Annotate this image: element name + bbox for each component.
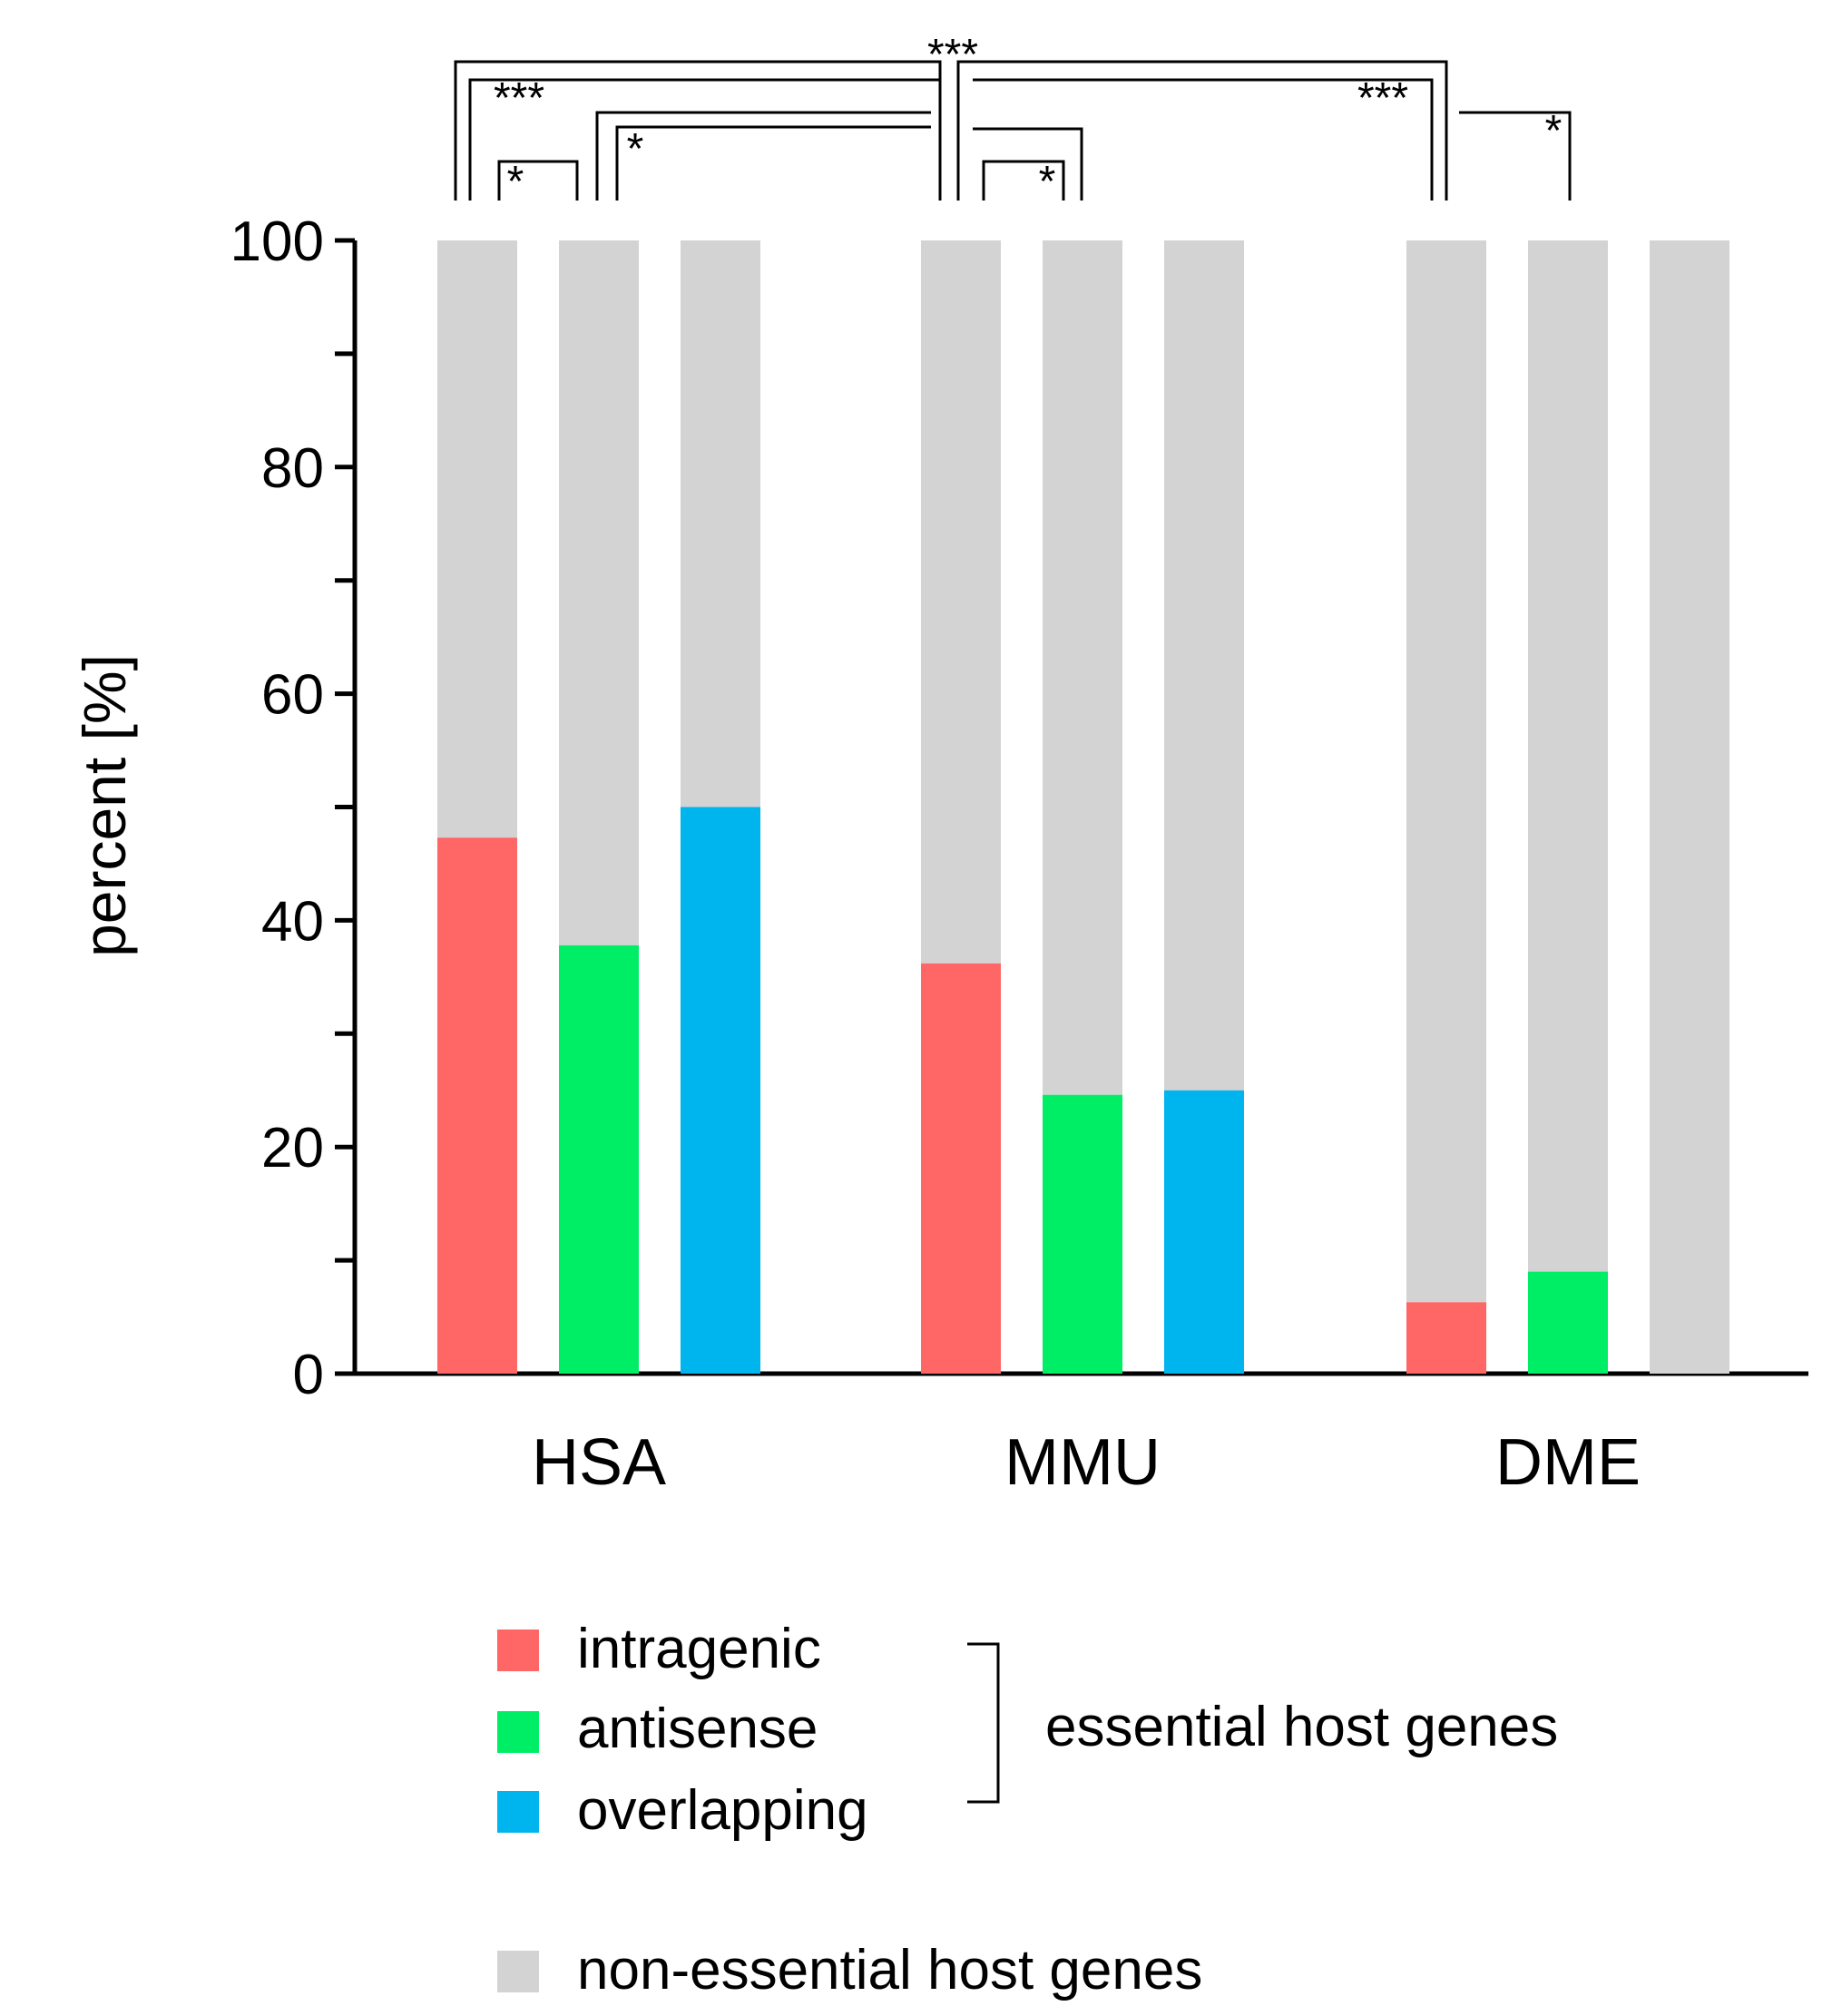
group-label-hsa: HSA <box>532 1426 666 1499</box>
legend-label-non-essential: non-essential host genes <box>577 1939 1202 2001</box>
legend-label-antisense: antisense <box>577 1698 818 1760</box>
sig-label: *** <box>927 31 978 79</box>
y-tick-label: 0 <box>293 1344 324 1406</box>
bar-mmu-overlapping-non-essential <box>1164 240 1244 1091</box>
group-label-dme: DME <box>1495 1426 1641 1499</box>
sig-label: * <box>1039 158 1056 206</box>
significance-labels: *** *** * * *** * * <box>494 31 1562 206</box>
bracket-hsa-intra <box>468 78 940 201</box>
bar-hsa-overlapping <box>681 807 760 1374</box>
bar-dme-antisense <box>1528 1271 1608 1374</box>
y-tick-label: 20 <box>261 1117 324 1179</box>
legend-swatch-non-essential <box>497 1951 539 1992</box>
bar-mmu-antisense <box>1043 1094 1122 1374</box>
legend-label-overlapping: overlapping <box>577 1779 868 1842</box>
bracket-outer-mmu-dme <box>956 60 1448 201</box>
sig-label: *** <box>1357 74 1408 122</box>
legend-swatch-antisense <box>497 1711 539 1753</box>
bracket-mmu-small <box>982 160 1065 201</box>
sig-label: * <box>507 158 524 206</box>
significance-brackets <box>454 60 1572 201</box>
bracket-mmu-mid <box>973 127 1083 201</box>
bracket-mmu-top <box>973 78 1434 201</box>
legend-bracket-label: essential host genes <box>1045 1696 1558 1758</box>
bar-mmu-intragenic-non-essential <box>921 240 1001 964</box>
bracket-hsa-anti-a <box>595 111 931 201</box>
bar-dme-intragenic <box>1406 1302 1486 1374</box>
y-tick-label: 40 <box>261 890 324 953</box>
bracket-hsa-small <box>497 160 579 201</box>
sig-label: * <box>1545 107 1563 155</box>
bar-hsa-intragenic-non-essential <box>437 240 517 838</box>
group-labels: HSA MMU DME <box>532 1426 1641 1499</box>
y-axis-label: percent [%] <box>71 654 138 957</box>
y-tick-label: 100 <box>230 210 324 273</box>
bar-hsa-intragenic <box>437 837 517 1374</box>
bars <box>437 240 1729 1374</box>
bar-hsa-antisense <box>559 944 639 1374</box>
group-label-mmu: MMU <box>1004 1426 1161 1499</box>
bar-hsa-overlapping-non-essential <box>681 240 760 807</box>
bracket-dme <box>1459 111 1572 201</box>
bar-dme-intragenic-non-essential <box>1406 240 1486 1303</box>
sig-label: *** <box>494 74 544 122</box>
legend: intragenic antisense overlapping essenti… <box>497 1618 1558 2001</box>
y-ticks: 0 20 40 60 80 100 <box>230 210 355 1406</box>
legend-label-intragenic: intragenic <box>577 1618 821 1680</box>
bar-mmu-overlapping <box>1164 1090 1244 1374</box>
bar-mmu-antisense-non-essential <box>1043 240 1122 1095</box>
bracket-hsa-anti-b <box>615 125 931 201</box>
y-tick-label: 80 <box>261 437 324 500</box>
bar-hsa-antisense-non-essential <box>559 240 639 945</box>
legend-swatch-intragenic <box>497 1629 539 1671</box>
bar-mmu-intragenic <box>921 963 1001 1374</box>
legend-swatch-overlapping <box>497 1791 539 1833</box>
bar-dme-overlapping-non-essential <box>1650 240 1729 1374</box>
legend-bracket <box>967 1642 1000 1804</box>
bracket-outer-hsa-mmu <box>454 60 942 201</box>
y-tick-label: 60 <box>261 664 324 727</box>
sig-label: * <box>627 125 644 173</box>
bar-dme-antisense-non-essential <box>1528 240 1608 1272</box>
